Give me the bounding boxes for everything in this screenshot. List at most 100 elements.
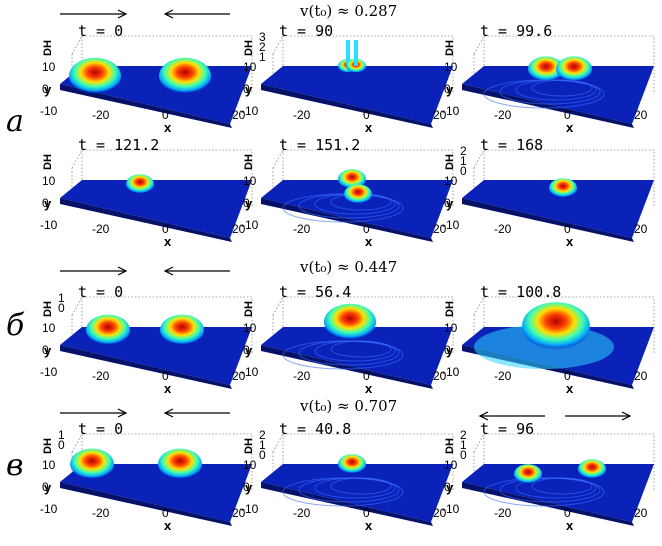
x-tick-label: -20 bbox=[92, 506, 110, 520]
x-tick-label: 20 bbox=[232, 506, 246, 520]
surface-plot-panel: t = 100.8 DH 10 0 -10 y -20 0 20 x bbox=[442, 283, 662, 409]
y-tick-label: -10 bbox=[442, 104, 460, 118]
time-label: t = 151.2 bbox=[279, 136, 361, 154]
surface-peak bbox=[159, 57, 211, 95]
x-tick-label: 20 bbox=[433, 369, 447, 383]
y-tick-label: 10 bbox=[243, 60, 257, 74]
surface-plot bbox=[462, 35, 655, 128]
x-axis-label: x bbox=[566, 381, 574, 396]
x-axis-label: x bbox=[566, 234, 574, 249]
y-tick-label: 10 bbox=[42, 458, 56, 472]
surface-plane bbox=[261, 327, 453, 385]
x-tick-label: 20 bbox=[433, 108, 447, 122]
time-label: t = 96 bbox=[480, 420, 535, 438]
surface-plot-panel: t = 0 DH 10 0 -10 y -20 0 20 x bbox=[40, 22, 262, 148]
surface-plot-panel: t = 0 DH 1 0 10 0 -10 y -20 0 20 x bbox=[40, 283, 262, 409]
surface-plot-panel: t = 121.2 DH 10 0 -10 y -20 0 20 x bbox=[40, 136, 262, 262]
y-axis-label: y bbox=[44, 196, 52, 211]
time-label: t = 40.8 bbox=[279, 420, 352, 438]
surface-peak bbox=[514, 464, 542, 484]
time-label: t = 90 bbox=[279, 22, 334, 40]
x-tick-label: 0 bbox=[363, 369, 370, 383]
y-tick-label: 0 bbox=[42, 82, 49, 96]
surface-peak bbox=[578, 459, 606, 479]
surface-plot-panel: t = 99.6 DH 10 0 -10 y -20 0 20 x bbox=[442, 22, 662, 148]
surface-plane bbox=[462, 180, 654, 238]
x-axis-label: x bbox=[365, 234, 373, 249]
y-tick-label: 10 bbox=[444, 321, 458, 335]
x-tick-label: -20 bbox=[494, 369, 512, 383]
y-tick-label: 0 bbox=[42, 480, 49, 494]
dh-axis-label: DH bbox=[243, 154, 255, 170]
x-axis-label: x bbox=[365, 120, 373, 135]
surface-plot bbox=[462, 433, 655, 526]
surface-plane bbox=[60, 180, 252, 238]
axis-box bbox=[473, 296, 655, 355]
dh-axis-label: DH bbox=[42, 301, 54, 317]
axis-box bbox=[272, 35, 454, 94]
x-axis-label: x bbox=[365, 518, 373, 533]
dh-tick-label: 0 bbox=[58, 301, 65, 315]
dh-axis-label: DH bbox=[42, 438, 54, 454]
surface-peak bbox=[86, 314, 130, 346]
axis-box bbox=[272, 296, 454, 355]
x-tick-label: 20 bbox=[433, 506, 447, 520]
x-tick-label: 0 bbox=[162, 506, 169, 520]
y-tick-label: 0 bbox=[243, 480, 250, 494]
y-axis-label: y bbox=[44, 480, 52, 495]
x-tick-label: -20 bbox=[92, 222, 110, 236]
x-tick-label: -20 bbox=[293, 222, 311, 236]
y-tick-label: 10 bbox=[444, 60, 458, 74]
time-label: t = 0 bbox=[78, 283, 124, 301]
surface-peak bbox=[69, 57, 121, 95]
x-tick-label: 0 bbox=[363, 108, 370, 122]
x-tick-label: -20 bbox=[92, 108, 110, 122]
y-tick-label: -10 bbox=[40, 104, 58, 118]
surface-peak bbox=[160, 314, 204, 346]
y-tick-label: 10 bbox=[243, 458, 257, 472]
x-tick-label: 0 bbox=[564, 108, 571, 122]
surface-peak bbox=[338, 169, 366, 189]
y-axis-label: y bbox=[245, 82, 253, 97]
dh-tick-label: 0 bbox=[460, 164, 467, 178]
surface-plot bbox=[462, 296, 655, 389]
x-axis-label: x bbox=[164, 518, 172, 533]
dh-tick-label: 1 bbox=[460, 154, 467, 168]
y-axis-label: y bbox=[44, 82, 52, 97]
dh-tick-label: 2 bbox=[460, 428, 467, 442]
axis-box bbox=[71, 296, 253, 355]
x-tick-label: 0 bbox=[564, 506, 571, 520]
x-axis-label: x bbox=[566, 518, 574, 533]
y-tick-label: 0 bbox=[42, 196, 49, 210]
surface-plot-panel: t = 151.2 DH 10 0 -10 y -20 0 20 x bbox=[241, 136, 463, 262]
y-tick-label: 10 bbox=[243, 321, 257, 335]
y-tick-label: -10 bbox=[40, 365, 58, 379]
y-axis-label: y bbox=[446, 82, 454, 97]
dh-tick-label: 0 bbox=[259, 448, 266, 462]
time-label: t = 168 bbox=[480, 136, 544, 154]
dh-tick-label: 2 bbox=[259, 40, 266, 54]
y-tick-label: 0 bbox=[243, 343, 250, 357]
y-tick-label: -10 bbox=[442, 365, 460, 379]
y-axis-label: y bbox=[245, 480, 253, 495]
dh-axis-label: DH bbox=[42, 154, 54, 170]
surface-plot bbox=[261, 433, 454, 526]
surface-plot-panel: t = 56.4 DH 10 0 -10 y -20 0 20 x bbox=[241, 283, 463, 409]
dh-axis-label: DH bbox=[444, 154, 456, 170]
surface-peak bbox=[556, 56, 592, 82]
y-tick-label: -10 bbox=[40, 502, 58, 516]
dh-tick-label: 1 bbox=[58, 428, 65, 442]
y-tick-label: -10 bbox=[40, 218, 58, 232]
x-tick-label: 20 bbox=[634, 108, 648, 122]
surface-peak bbox=[522, 302, 590, 350]
surface-plot-panel: t = 168 DH 2 1 0 10 0 -10 y -20 0 20 x bbox=[442, 136, 662, 262]
surface-plot bbox=[261, 149, 454, 242]
dh-axis-label: DH bbox=[243, 40, 255, 56]
dh-axis-label: DH bbox=[444, 438, 456, 454]
surface-plot bbox=[60, 149, 253, 242]
y-tick-label: 10 bbox=[42, 174, 56, 188]
surface-plane bbox=[462, 66, 654, 124]
dh-tick-label: 0 bbox=[460, 448, 467, 462]
row-label-a: a bbox=[6, 104, 24, 139]
surface-peak bbox=[344, 184, 372, 204]
